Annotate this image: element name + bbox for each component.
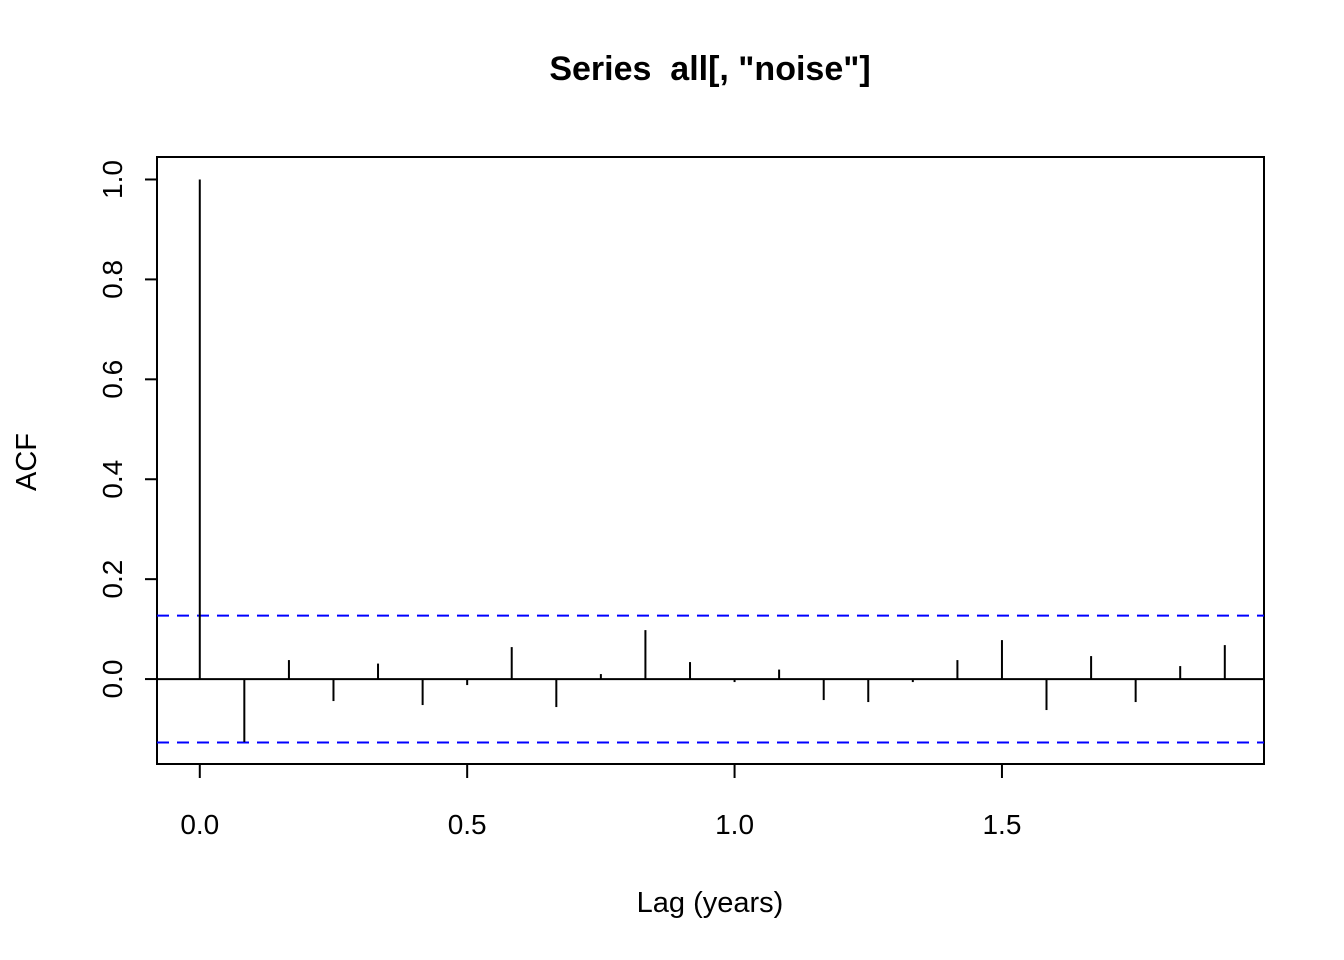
x-axis: 0.0 0.5 1.0 1.5 [180, 763, 1021, 840]
y-axis: 0.0 0.2 0.4 0.6 0.8 1.0 [97, 160, 158, 699]
x-tick-label: 0.5 [448, 809, 487, 840]
acf-bars [157, 179, 1264, 744]
x-tick-label: 1.0 [715, 809, 754, 840]
y-tick-label: 1.0 [97, 160, 128, 199]
y-axis-label: ACF [11, 433, 43, 491]
chart-title: Series all[, "noise"] [549, 50, 870, 88]
x-tick-label: 1.5 [982, 809, 1021, 840]
y-tick-label: 0.2 [97, 560, 128, 599]
x-axis-label: Lag (years) [637, 887, 784, 919]
y-tick-label: 0.6 [97, 360, 128, 399]
y-tick-label: 0.4 [97, 460, 128, 499]
plot-frame [156, 156, 1265, 765]
x-tick-label: 0.0 [180, 809, 219, 840]
y-tick-label: 0.8 [97, 260, 128, 299]
y-tick-label: 0.0 [97, 660, 128, 699]
